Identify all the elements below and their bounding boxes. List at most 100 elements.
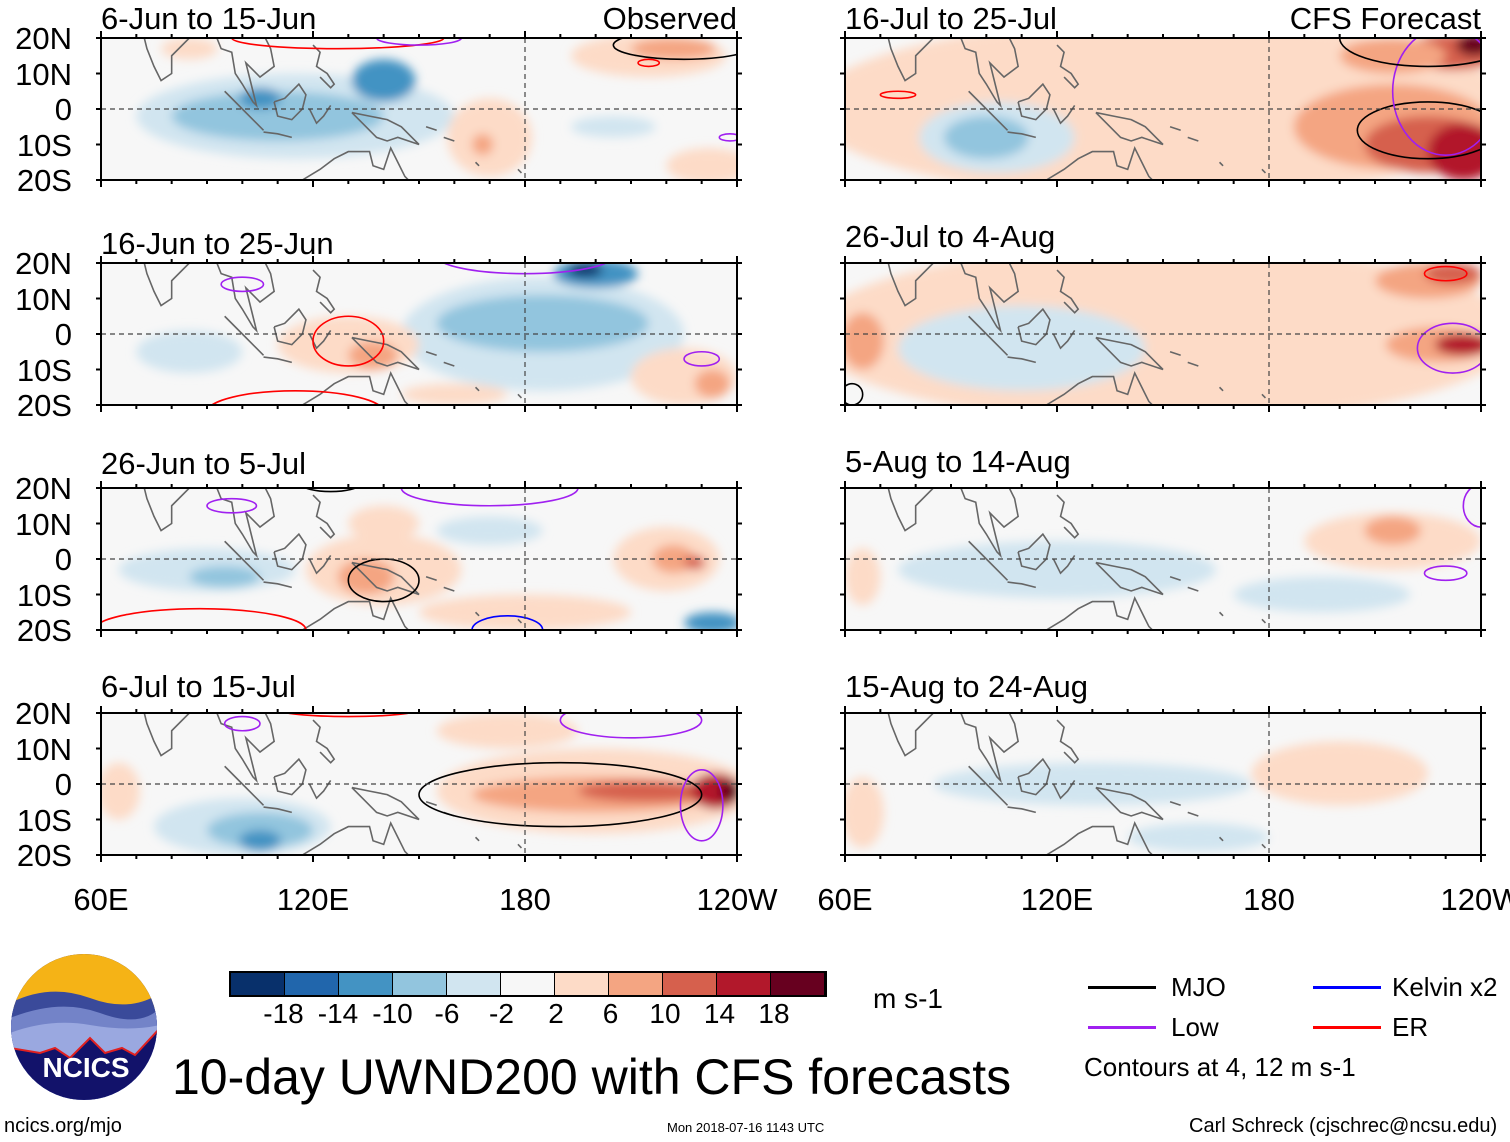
wind-anomaly-shading <box>684 612 737 630</box>
coastline <box>968 315 1009 356</box>
wind-anomaly-shading <box>238 830 282 852</box>
wind-anomaly-shading <box>845 776 884 848</box>
coastline <box>1044 370 1154 405</box>
coastline <box>351 111 420 146</box>
panel-title: 15-Aug to 24-Aug <box>845 669 1089 704</box>
figure-title: 10-day UWND200 with CFS forecasts <box>172 1049 1012 1105</box>
coastline <box>1007 356 1036 364</box>
panel-title: 26-Jun to 5-Jul <box>101 446 307 481</box>
lat-label: 20S <box>16 388 72 423</box>
panel-title: 6-Jul to 15-Jul <box>101 669 296 704</box>
coastline <box>968 765 1009 806</box>
colorbar-swatch <box>231 973 285 995</box>
coastline <box>273 82 307 121</box>
legend-line-mjo <box>1088 986 1156 989</box>
coastline <box>887 488 935 532</box>
lat-label: 10S <box>16 577 72 613</box>
panel-source-label: CFS Forecast <box>1289 1 1481 36</box>
map-panel <box>101 488 737 630</box>
filtered-contour <box>683 350 721 367</box>
coastline <box>273 532 307 571</box>
filtered-contour <box>312 315 385 367</box>
filtered-contour <box>1416 322 1481 374</box>
map-panel <box>101 263 737 405</box>
colorbar-swatch <box>555 973 609 995</box>
colorbar-swatch <box>771 973 825 995</box>
panel-title: 16-Jul to 25-Jul <box>845 1 1057 36</box>
wind-anomaly-shading <box>1428 123 1481 180</box>
filtered-contour <box>223 715 261 732</box>
wind-anomaly-shading <box>189 566 260 588</box>
coastline <box>443 586 455 592</box>
coastline <box>1187 136 1199 142</box>
panel-title: 26-Jul to 4-Aug <box>845 219 1056 254</box>
wind-anomaly-shading <box>1127 823 1269 852</box>
filtered-contour <box>471 615 544 630</box>
map-panel <box>845 38 1481 180</box>
filtered-contour <box>1338 38 1481 68</box>
filtered-contour <box>304 488 357 493</box>
lat-label: 0 <box>54 92 72 127</box>
map-panel <box>101 38 737 180</box>
legend-label-low: Low <box>1171 1012 1219 1042</box>
filtered-contour <box>220 276 265 293</box>
logo-text: NCICS <box>42 1052 129 1083</box>
lat-label: 0 <box>54 542 72 577</box>
map-panels <box>96 31 1486 862</box>
colorbar-swatch <box>339 973 393 995</box>
coastline <box>216 263 276 334</box>
coastline <box>1169 575 1181 582</box>
panel-source-label: Observed <box>602 1 737 36</box>
wind-anomaly-shading <box>1364 516 1421 545</box>
coastline <box>312 719 336 764</box>
coastline <box>1017 82 1051 121</box>
contour-note: Contours at 4, 12 m s-1 <box>1084 1052 1356 1082</box>
wind-anomaly-shading <box>436 713 578 749</box>
panel-title: 6-Jun to 15-Jun <box>101 1 317 36</box>
coastline <box>1095 111 1164 146</box>
coastline <box>216 38 276 109</box>
colorbar-swatch <box>393 973 447 995</box>
coastline <box>1095 561 1164 596</box>
wind-anomaly-shading <box>845 312 884 370</box>
lon-label: 180 <box>1243 882 1295 917</box>
coastline <box>968 540 1009 581</box>
coastline <box>1261 618 1267 624</box>
map-panel <box>845 263 1481 405</box>
lat-label: 10N <box>15 731 72 767</box>
lat-label: 10S <box>16 802 72 838</box>
colorbar-swatch <box>501 973 555 995</box>
coastline <box>300 595 410 630</box>
coastline <box>968 90 1009 131</box>
lat-label: 10N <box>15 56 72 92</box>
coastline <box>1017 307 1051 346</box>
coastline <box>443 361 455 367</box>
lon-label: 120E <box>1020 882 1094 917</box>
coastline <box>1169 125 1181 132</box>
coastline <box>300 820 410 855</box>
coastline <box>474 836 480 842</box>
footer-url[interactable]: ncics.org/mjo <box>4 1115 122 1137</box>
filtered-contour <box>206 497 258 514</box>
coastline <box>351 336 420 371</box>
coastline <box>224 90 265 131</box>
coastline <box>1261 843 1267 849</box>
coastline <box>960 38 1020 109</box>
coastline <box>143 38 191 82</box>
coastline <box>300 145 410 180</box>
coastline <box>1056 494 1080 539</box>
panel-title: 16-Jun to 25-Jun <box>101 226 334 261</box>
colorbar-swatch <box>663 973 717 995</box>
filtered-contour <box>375 38 463 46</box>
lon-label: 120E <box>276 882 350 917</box>
wind-anomaly-shading <box>694 369 730 398</box>
filtered-contour <box>283 713 414 718</box>
lat-label: 0 <box>54 767 72 802</box>
wind-anomaly-shading <box>1435 334 1481 356</box>
coastline <box>474 386 480 392</box>
filtered-contour <box>879 90 917 100</box>
wind-anomaly-shading <box>1251 741 1428 806</box>
filtered-contour <box>559 713 703 739</box>
lat-label: 20S <box>16 613 72 648</box>
lat-label: 0 <box>54 317 72 352</box>
